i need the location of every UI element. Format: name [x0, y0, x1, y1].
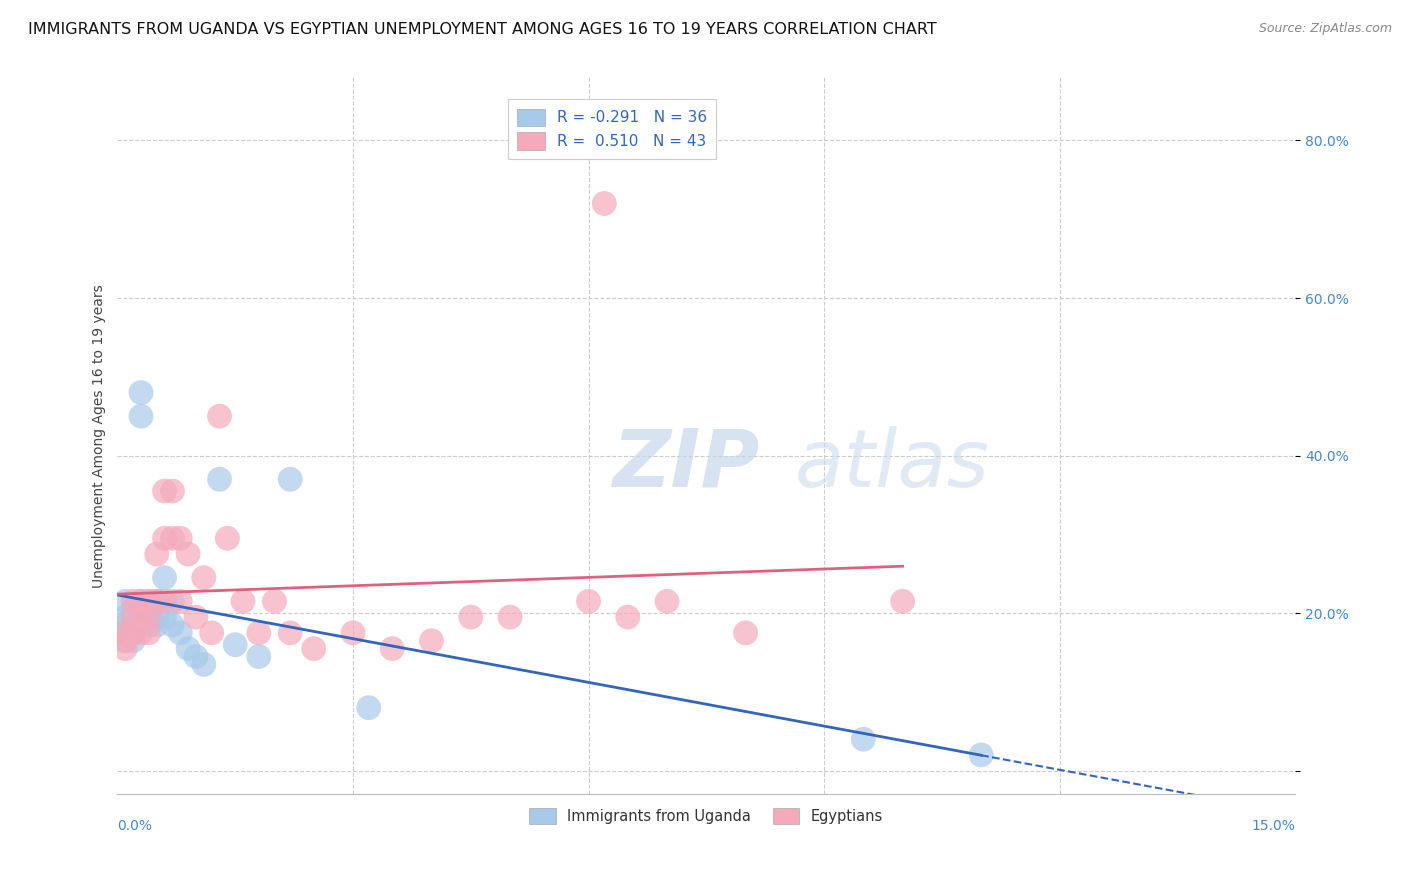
Text: IMMIGRANTS FROM UGANDA VS EGYPTIAN UNEMPLOYMENT AMONG AGES 16 TO 19 YEARS CORREL: IMMIGRANTS FROM UGANDA VS EGYPTIAN UNEMP… [28, 22, 936, 37]
Point [122, 625, 145, 640]
Text: 15.0%: 15.0% [1251, 820, 1295, 833]
Point [217, 531, 239, 545]
Point [381, 641, 404, 656]
Point [122, 602, 145, 616]
Point [153, 484, 176, 499]
Point [184, 649, 207, 664]
Point [114, 618, 136, 632]
Point [169, 625, 191, 640]
Point [169, 531, 191, 545]
Point [138, 594, 160, 608]
Point [114, 625, 136, 640]
Point [247, 649, 270, 664]
Point [278, 472, 301, 486]
Point [153, 571, 176, 585]
Point [734, 625, 756, 640]
Point [145, 547, 167, 561]
Point [122, 610, 145, 624]
Point [138, 618, 160, 632]
Point [852, 732, 875, 747]
Point [224, 638, 246, 652]
Point [114, 641, 136, 656]
Point [208, 409, 231, 424]
Point [201, 625, 224, 640]
Point [162, 618, 184, 632]
Point [153, 610, 176, 624]
Point [114, 610, 136, 624]
Point [122, 633, 145, 648]
Point [578, 594, 600, 608]
Text: ZIP: ZIP [612, 425, 759, 504]
Point [114, 633, 136, 648]
Point [138, 610, 160, 624]
Point [162, 531, 184, 545]
Point [122, 618, 145, 632]
Point [129, 594, 152, 608]
Point [891, 594, 914, 608]
Point [122, 625, 145, 640]
Point [278, 625, 301, 640]
Point [114, 633, 136, 648]
Point [232, 594, 254, 608]
Point [420, 633, 443, 648]
Text: atlas: atlas [794, 425, 990, 504]
Point [655, 594, 678, 608]
Point [193, 571, 215, 585]
Point [970, 747, 993, 762]
Point [129, 625, 152, 640]
Point [460, 610, 482, 624]
Point [138, 610, 160, 624]
Point [145, 610, 167, 624]
Point [145, 594, 167, 608]
Point [145, 594, 167, 608]
Point [114, 625, 136, 640]
Point [145, 618, 167, 632]
Point [153, 594, 176, 608]
Point [114, 594, 136, 608]
Point [177, 547, 200, 561]
Point [263, 594, 285, 608]
Point [138, 625, 160, 640]
Point [162, 594, 184, 608]
Point [593, 196, 616, 211]
Y-axis label: Unemployment Among Ages 16 to 19 years: Unemployment Among Ages 16 to 19 years [93, 284, 107, 588]
Text: Source: ZipAtlas.com: Source: ZipAtlas.com [1258, 22, 1392, 36]
Point [129, 610, 152, 624]
Point [357, 700, 380, 714]
Point [145, 594, 167, 608]
Point [247, 625, 270, 640]
Point [208, 472, 231, 486]
Point [617, 610, 640, 624]
Point [499, 610, 522, 624]
Point [169, 594, 191, 608]
Point [122, 610, 145, 624]
Point [184, 610, 207, 624]
Point [177, 641, 200, 656]
Point [342, 625, 364, 640]
Text: 0.0%: 0.0% [118, 820, 152, 833]
Legend: Immigrants from Uganda, Egyptians: Immigrants from Uganda, Egyptians [523, 803, 889, 830]
Point [138, 594, 160, 608]
Point [122, 594, 145, 608]
Point [129, 594, 152, 608]
Point [129, 409, 152, 424]
Point [129, 385, 152, 400]
Point [162, 484, 184, 499]
Point [302, 641, 325, 656]
Point [129, 610, 152, 624]
Point [153, 531, 176, 545]
Point [193, 657, 215, 672]
